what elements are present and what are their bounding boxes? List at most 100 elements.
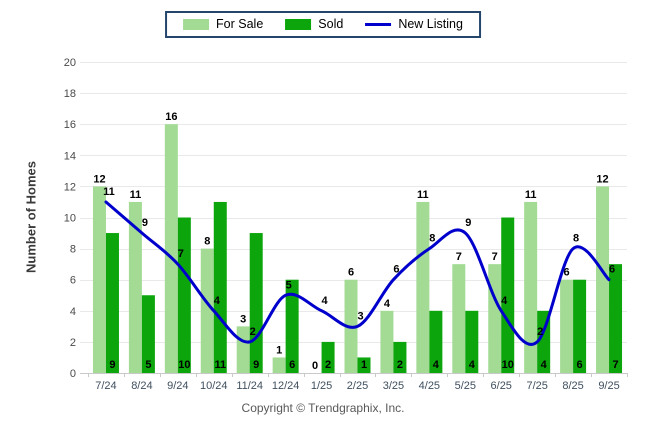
x-tick-label: 8/25: [562, 380, 583, 392]
sold-value-label: 6: [289, 359, 295, 371]
y-tick-label: 14: [64, 150, 76, 162]
y-tick-label: 10: [64, 213, 76, 225]
bar-for-sale: [596, 186, 610, 373]
legend-item-sold: Sold: [285, 18, 343, 31]
for-sale-value-label: 12: [93, 173, 105, 185]
y-tick-label: 0: [70, 368, 76, 380]
x-tick-label: 4/25: [419, 380, 440, 392]
bar-sold: [357, 357, 371, 373]
legend-item-new-listing: New Listing: [365, 18, 463, 31]
sold-value-label: 6: [577, 359, 583, 371]
x-tick-label: 11/24: [236, 380, 263, 392]
bar-sold: [105, 233, 119, 373]
bar-sold: [609, 264, 623, 373]
for-sale-value-label: 7: [492, 251, 498, 263]
new-listing-line: [104, 200, 611, 346]
sold-value-label: 2: [397, 359, 403, 371]
legend-label-for-sale: For Sale: [216, 17, 264, 31]
bar-sold: [141, 295, 155, 373]
legend: For Sale Sold New Listing: [165, 11, 481, 38]
y-tick-label: 20: [64, 57, 76, 69]
sold-swatch-icon: [285, 18, 312, 30]
sold-value-label: 10: [502, 359, 514, 371]
bar-for-sale: [164, 124, 178, 373]
sold-value-label: 11: [214, 359, 226, 371]
bar-sold: [393, 341, 407, 373]
x-tick-label: 9/25: [598, 380, 619, 392]
x-tick-label: 5/25: [455, 380, 476, 392]
x-tick-label: 3/25: [383, 380, 404, 392]
sold-value-label: 9: [109, 359, 115, 371]
bar-sold: [465, 310, 479, 373]
bar-sold: [321, 341, 335, 373]
for-sale-value-label: 7: [456, 251, 462, 263]
new-listing-value-label: 5: [286, 279, 292, 291]
y-tick-label: 18: [64, 88, 76, 100]
sold-value-label: 4: [469, 359, 476, 371]
bar-for-sale: [452, 264, 466, 373]
y-tick-label: 8: [70, 244, 76, 256]
y-tick-label: 16: [64, 119, 76, 131]
new-listing-value-label: 11: [103, 186, 115, 198]
bar-for-sale: [200, 248, 214, 373]
y-tick-label: 12: [64, 181, 76, 193]
bar-for-sale: [416, 201, 430, 373]
legend-label-new-listing: New Listing: [398, 17, 463, 31]
for-sale-value-label: 11: [525, 189, 537, 201]
new-listing-value-label: 6: [609, 264, 615, 276]
legend-item-for-sale: For Sale: [183, 18, 263, 31]
y-tick-label: 6: [70, 275, 76, 287]
for-sale-swatch-icon: [183, 18, 210, 30]
sold-value-label: 7: [612, 359, 618, 371]
sold-value-label: 10: [178, 359, 190, 371]
bar-for-sale: [524, 201, 538, 373]
bar-sold: [285, 279, 299, 373]
for-sale-value-label: 8: [204, 236, 210, 248]
new-listing-value-label: 8: [429, 233, 435, 245]
for-sale-value-label: 16: [165, 111, 177, 123]
legend-label-sold: Sold: [318, 17, 344, 31]
new-listing-value-label: 6: [393, 264, 399, 276]
x-tick-label: 8/24: [131, 380, 152, 392]
for-sale-value-label: 6: [348, 267, 354, 279]
bar-sold: [501, 217, 515, 373]
for-sale-value-label: 4: [384, 298, 391, 310]
x-tick-label: 2/25: [347, 380, 368, 392]
x-tick-label: 9/24: [167, 380, 188, 392]
for-sale-value-label: 12: [596, 173, 608, 185]
new-listing-value-label: 3: [357, 310, 363, 322]
bar-for-sale: [488, 264, 502, 373]
bar-for-sale: [380, 310, 394, 373]
bar-for-sale: [128, 201, 142, 373]
bar-sold: [213, 201, 227, 373]
for-sale-value-label: 1: [276, 344, 282, 356]
bar-sold: [177, 217, 191, 373]
sold-value-label: 9: [253, 359, 259, 371]
new-listing-value-label: 2: [250, 326, 256, 338]
x-tick-label: 6/25: [491, 380, 512, 392]
new-listing-value-label: 7: [178, 248, 184, 260]
bar-sold: [249, 233, 263, 373]
bar-sold: [573, 279, 587, 373]
new-listing-value-label: 9: [142, 217, 148, 229]
x-tick-label: 10/24: [200, 380, 228, 392]
x-tick-label: 12/24: [272, 380, 300, 392]
y-tick-label: 4: [70, 306, 76, 318]
copyright-text: Copyright © Trendgraphix, Inc.: [241, 401, 405, 415]
sold-value-label: 4: [541, 359, 548, 371]
sold-value-label: 2: [325, 359, 331, 371]
for-sale-value-label: 3: [240, 313, 246, 325]
new-listing-swatch-icon: [365, 22, 392, 26]
bar-for-sale: [236, 326, 250, 373]
new-listing-value-label: 2: [537, 326, 543, 338]
for-sale-value-label: 6: [564, 267, 570, 279]
new-listing-value-label: 4: [501, 295, 508, 307]
new-listing-value-label: 4: [214, 295, 221, 307]
bar-for-sale: [560, 279, 574, 373]
bar-for-sale: [272, 357, 286, 373]
y-tick-label: 2: [70, 337, 76, 349]
sold-value-label: 4: [433, 359, 440, 371]
bar-for-sale: [92, 186, 106, 373]
for-sale-value-label: 11: [130, 189, 142, 201]
